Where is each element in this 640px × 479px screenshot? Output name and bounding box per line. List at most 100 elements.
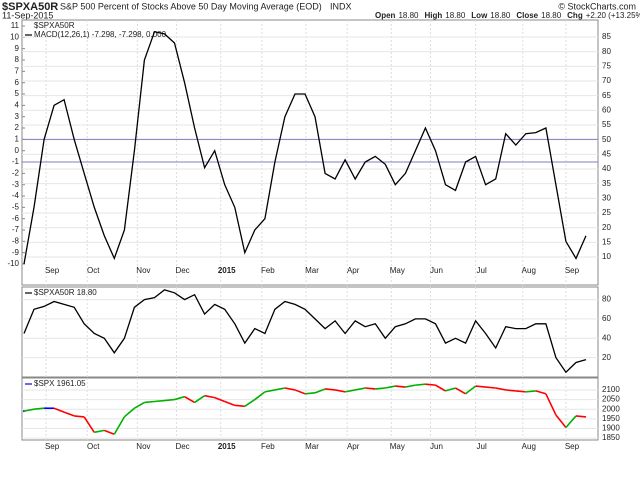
x-tick-label: Apr	[347, 442, 360, 451]
y2-tick-label: 20	[602, 223, 611, 232]
legend-label: MACD(12,26,1) -7.298, -7.298, 0.000	[34, 30, 167, 39]
x-tick-label: May	[390, 266, 405, 275]
y-tick-label: 8	[15, 55, 20, 64]
price-segment	[344, 389, 356, 393]
y2-tick-label: 45	[602, 149, 611, 158]
y-tick-label: 11	[11, 21, 20, 30]
y-tick-label: 0	[15, 146, 20, 155]
price-segment	[94, 429, 105, 434]
price-segment	[385, 385, 396, 389]
date: 11-Sep-2015	[2, 10, 53, 20]
x-tick-label: 2015	[218, 442, 236, 451]
y-tick-label: -2	[12, 168, 20, 177]
y-tick-label: -9	[12, 248, 20, 257]
price-segment	[304, 392, 316, 395]
y-tick-label: -3	[12, 180, 20, 189]
y2-tick-label: 50	[602, 135, 611, 144]
price-segment	[495, 387, 506, 391]
y-tick-label: 5	[15, 89, 20, 98]
y2-tick-label: 60	[602, 105, 611, 114]
x-tick-label: Jul	[477, 442, 487, 451]
price-segment	[164, 398, 175, 402]
y2-tick-label: 75	[602, 61, 611, 70]
price-segment	[334, 389, 346, 393]
quote-value: 18.80	[398, 11, 419, 20]
y-tick-label: 4	[15, 100, 20, 109]
price-segment	[505, 389, 516, 392]
price-segment	[103, 429, 115, 435]
y2-tick-label: 1900	[602, 424, 620, 433]
legend-label: $SPXA50R 18.80	[34, 288, 97, 297]
x-tick-label: Jun	[430, 442, 443, 451]
y-tick-label: -5	[12, 202, 20, 211]
quote-value: 18.80	[490, 11, 511, 20]
price-segment	[33, 407, 45, 410]
x-tick-label: 2015	[218, 266, 236, 275]
x-tick-label: Sep	[565, 442, 580, 451]
price-segment	[425, 383, 436, 386]
y-tick-label: 9	[15, 44, 20, 53]
quote-label: Chg	[567, 11, 583, 20]
price-segment	[133, 401, 145, 409]
price-segment	[375, 387, 386, 390]
price-segment	[294, 389, 306, 395]
price-segment	[184, 395, 196, 404]
price-segment	[395, 385, 406, 388]
price-segment	[194, 395, 206, 404]
y2-tick-label: 35	[602, 179, 611, 188]
x-tick-label: Oct	[87, 442, 100, 451]
x-tick-label: Aug	[522, 442, 536, 451]
y-tick-label: -6	[12, 214, 20, 223]
y2-tick-label: 2050	[602, 395, 620, 404]
y-tick-label: 1	[15, 134, 20, 143]
copyright: © StockCharts.com	[558, 1, 636, 11]
price-segment	[535, 390, 547, 395]
price-segment	[565, 415, 577, 429]
x-tick-label: Apr	[347, 266, 360, 275]
y2-tick-label: 2100	[602, 385, 620, 394]
y2-tick-label: 40	[602, 333, 611, 342]
price-segment	[355, 387, 366, 391]
quote-value: +2.20 (+13.25%)	[586, 11, 640, 20]
price-segment	[23, 408, 35, 412]
quote-value: 18.80	[541, 11, 562, 20]
x-tick-label: Jun	[430, 266, 443, 275]
x-tick-label: Nov	[136, 442, 150, 451]
x-tick-label: Dec	[175, 266, 189, 275]
price-segment	[234, 404, 245, 408]
price-segment	[415, 383, 426, 386]
y-tick-label: -7	[12, 225, 20, 234]
y-tick-label: -1	[12, 157, 20, 166]
y-tick-label: 6	[15, 78, 20, 87]
price-segment	[284, 387, 296, 391]
x-tick-label: Mar	[305, 442, 319, 451]
x-tick-label: Sep	[45, 442, 60, 451]
y2-tick-label: 20	[602, 353, 611, 362]
price-segment	[475, 385, 486, 388]
price-segment	[575, 415, 587, 418]
price-segment	[113, 416, 126, 435]
legend-label: $SPXA50R	[34, 21, 75, 30]
exchange: INDX	[330, 1, 352, 11]
y2-tick-label: 65	[602, 91, 611, 100]
x-tick-label: Mar	[305, 266, 319, 275]
price-segment	[83, 416, 95, 433]
x-tick-label: Nov	[136, 266, 150, 275]
y-tick-label: -4	[12, 191, 20, 200]
price-segment	[174, 395, 185, 401]
y2-tick-label: 85	[602, 32, 611, 41]
x-tick-label: Oct	[87, 266, 100, 275]
price-segment	[314, 388, 326, 394]
symbol: $SPXA50R	[2, 1, 58, 13]
y-tick-label: 3	[15, 112, 20, 121]
price-segment	[525, 390, 536, 393]
price-segment	[144, 400, 155, 404]
y2-tick-label: 1850	[602, 433, 620, 442]
x-tick-label: May	[390, 442, 405, 451]
quote-label: Open	[375, 11, 396, 20]
price-segment	[74, 415, 85, 418]
price-segment	[435, 384, 446, 392]
quote-label: Low	[471, 11, 488, 20]
series-line	[23, 289, 587, 374]
